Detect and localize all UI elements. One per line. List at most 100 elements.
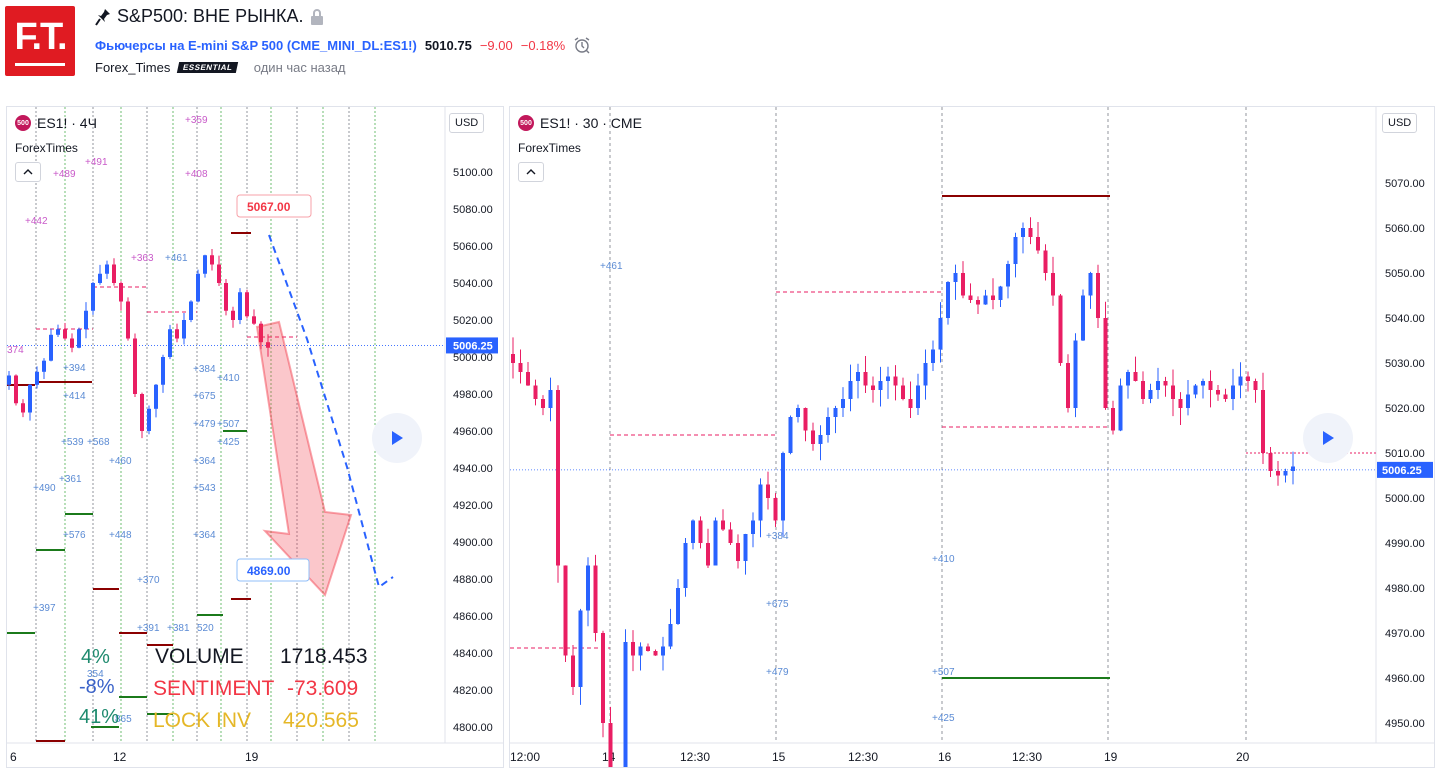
candle-body <box>112 264 116 283</box>
candle-body <box>923 363 928 386</box>
annotation-blue: +539 <box>61 437 84 448</box>
left-price-tick: 4880.00 <box>453 574 493 586</box>
right-time-tick: 20 <box>1236 750 1250 764</box>
callout-low: 4869.00 <box>247 564 291 578</box>
candle-body <box>1208 381 1213 390</box>
candle-body <box>796 408 800 417</box>
annotation-blue: +370 <box>137 575 160 586</box>
candle-body <box>631 642 635 656</box>
right-price-tick: 4990.00 <box>1385 538 1425 550</box>
candle-body <box>886 376 890 381</box>
candle-body <box>1186 394 1190 408</box>
candle-body <box>1103 318 1108 408</box>
left-price-tick: 4840.00 <box>453 648 493 660</box>
annotation-blue: +384 <box>193 364 216 375</box>
left-collapse-button[interactable] <box>15 162 41 182</box>
annotation-blue: +448 <box>109 530 132 541</box>
candle-body <box>28 384 32 413</box>
right-symbol-label[interactable]: ES1! · 30 · CME <box>540 115 642 131</box>
callout-low-box <box>236 558 310 582</box>
right-play-button[interactable] <box>1303 413 1353 463</box>
left-price-tick: 4940.00 <box>453 463 493 475</box>
annotation-blue: +461 <box>600 261 623 272</box>
candle-body <box>653 651 658 656</box>
candle-body <box>105 264 109 274</box>
candle-body <box>593 565 598 633</box>
candle-body <box>259 323 263 343</box>
right-currency-button[interactable]: USD <box>1382 113 1418 133</box>
candle-body <box>91 283 95 311</box>
annotation-pink: +489 <box>53 169 76 180</box>
candle-body <box>721 520 725 530</box>
candle-body <box>161 357 165 385</box>
candle-body <box>668 624 673 647</box>
candle-body <box>224 283 228 311</box>
left-indicator-label[interactable]: ForexTimes <box>15 141 78 155</box>
right-chart-canvas[interactable]: 5070.00 5060.00 5050.00 5040.00 5030.00 5020.… <box>510 107 1435 768</box>
candle-body <box>1028 228 1033 237</box>
symbol-link[interactable]: Фьючерсы на E-mini S&P 500 (CME_MINI_DL:… <box>95 37 417 53</box>
right-indicator-label[interactable]: ForexTimes <box>518 141 581 155</box>
left-time-tick: 6 <box>10 750 17 764</box>
left-price-tick: 5080.00 <box>453 204 493 216</box>
candle-body <box>1088 273 1093 296</box>
left-symbol-label[interactable]: ES1! · 4Ч <box>37 115 97 131</box>
candle-body <box>1231 385 1235 399</box>
annotation-blue: +479 <box>193 419 216 430</box>
candle-body <box>706 543 710 566</box>
candle-body <box>526 372 530 386</box>
candle-body <box>1261 390 1265 453</box>
candle-body <box>1216 390 1220 395</box>
right-price-tick: 5070.00 <box>1385 178 1425 190</box>
right-collapse-button[interactable] <box>518 162 544 182</box>
candle-body <box>983 295 988 305</box>
author-name[interactable]: Forex_Times <box>95 60 171 75</box>
candle-body <box>908 399 913 408</box>
candle-body <box>788 417 793 453</box>
candle-body <box>968 295 973 300</box>
alarm-icon[interactable] <box>573 36 591 54</box>
idea-title: S&P500: ВНЕ РЫНКА. <box>95 6 324 27</box>
candle-body <box>1096 273 1100 318</box>
chevron-up-icon <box>526 169 536 175</box>
right-price-tick: 4970.00 <box>1385 628 1425 640</box>
annotation-blue: +675 <box>193 391 216 402</box>
candle-body <box>893 376 898 386</box>
annotation-blue: 865 <box>115 714 132 725</box>
candle-body <box>698 520 703 543</box>
right-chart-legend: 500 ES1! · 30 · CME <box>518 115 642 131</box>
candle-body <box>946 282 950 318</box>
candle-body <box>661 646 665 656</box>
left-price-tick: 4960.00 <box>453 426 493 438</box>
left-currency-button[interactable]: USD <box>449 113 485 133</box>
annotation-blue: +364 <box>193 456 216 467</box>
right-price-tick: 5020.00 <box>1385 403 1425 415</box>
candle-body <box>238 292 242 320</box>
candle-body <box>1291 466 1295 471</box>
candle-body <box>623 642 628 767</box>
forex-times-logo[interactable]: F.T. <box>5 6 75 76</box>
candle-body <box>931 349 935 363</box>
candle-body <box>578 610 583 687</box>
candle-body <box>1013 237 1018 264</box>
left-chart-canvas[interactable]: 5100.00 5080.00 5060.00 5040.00 5020.00 5000.… <box>7 107 504 768</box>
right-chart-panel[interactable]: 5070.00 5060.00 5050.00 5040.00 5030.00 5020.… <box>509 106 1435 768</box>
candle-body <box>841 399 845 408</box>
annotation-pink: 374 <box>7 345 24 356</box>
candle-body <box>646 646 650 651</box>
left-chart-panel[interactable]: 5100.00 5080.00 5060.00 5040.00 5020.00 5000.… <box>6 106 504 768</box>
candle-body <box>571 655 575 687</box>
candle-body <box>878 381 883 390</box>
candle-body <box>871 385 875 390</box>
annotation-blue: +394 <box>63 363 86 374</box>
candle-body <box>991 295 995 300</box>
left-play-button[interactable] <box>372 413 422 463</box>
annotation-pink: +359 <box>185 115 208 126</box>
candle-body <box>518 363 523 372</box>
play-icon <box>392 431 403 445</box>
candle-body <box>691 520 695 543</box>
candle-body <box>916 385 920 408</box>
candle-body <box>683 543 688 588</box>
candle-body <box>56 329 60 335</box>
candle-body <box>1268 453 1273 471</box>
